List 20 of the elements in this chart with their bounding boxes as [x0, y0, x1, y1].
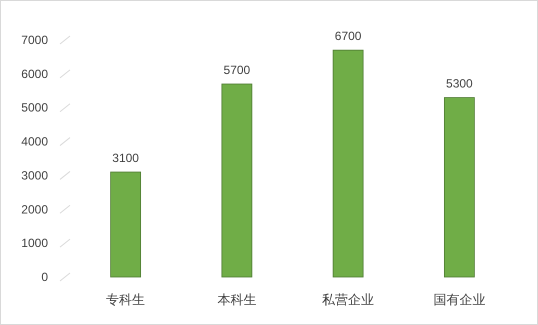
- data-label: 6700: [334, 29, 362, 44]
- y-tick-label: 4000: [21, 134, 48, 149]
- y-tick-label: 1000: [21, 236, 48, 250]
- y-tick-label: 2000: [21, 202, 48, 216]
- data-label: 5700: [224, 63, 251, 78]
- y-tick-label: 5000: [21, 100, 48, 115]
- bar: [444, 97, 475, 278]
- data-label: 5300: [446, 76, 474, 91]
- bar: [110, 172, 142, 278]
- bar: [332, 50, 364, 278]
- y-tick-label: 3000: [21, 168, 48, 182]
- data-label: 3100: [112, 151, 140, 166]
- x-tick-label: 本科生: [217, 292, 256, 307]
- y-tick-label: 6000: [21, 66, 48, 81]
- bar: [221, 84, 252, 278]
- y-tick-label: 7000: [21, 33, 48, 47]
- x-tick-label: 国有企业: [433, 292, 486, 307]
- y-tick-label: 0: [41, 270, 48, 284]
- x-tick-label: 私营企业: [322, 292, 374, 307]
- x-tick-label: 专科生: [106, 292, 146, 307]
